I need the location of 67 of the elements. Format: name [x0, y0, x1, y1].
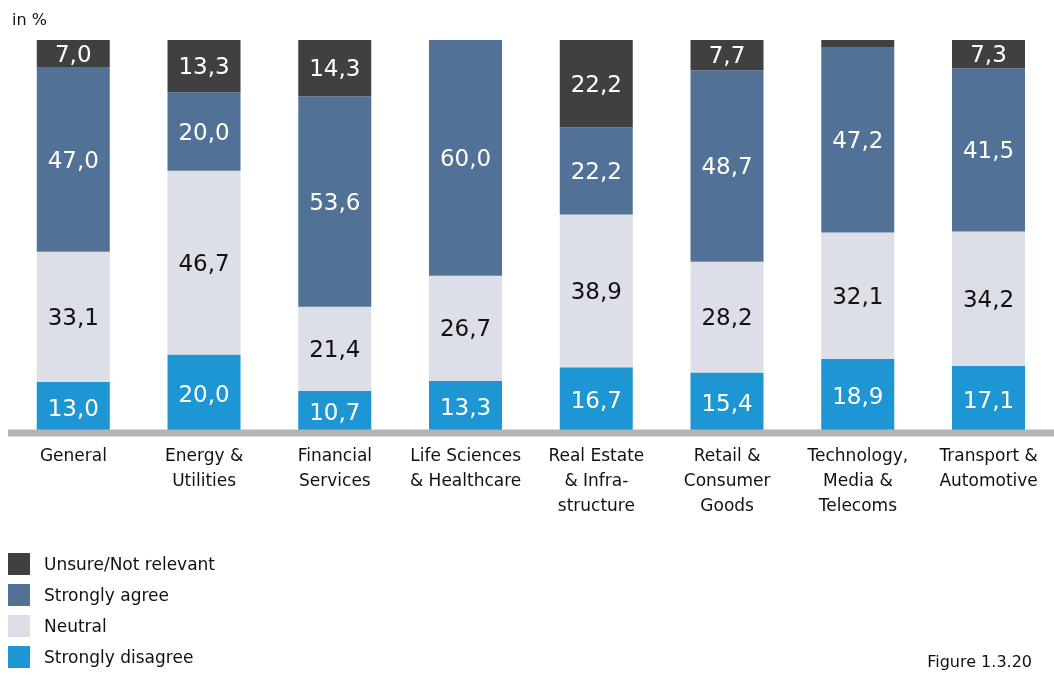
legend-label: Strongly agree	[44, 585, 169, 605]
bar	[690, 261, 764, 373]
bar	[952, 365, 1026, 433]
y-axis-title: in %	[12, 10, 47, 29]
data-label: 41,5	[962, 137, 1015, 164]
data-label: 17,1	[962, 386, 1015, 413]
bar	[821, 232, 895, 359]
data-label: 48,7	[701, 153, 753, 180]
bar	[167, 170, 241, 355]
bar	[36, 251, 110, 382]
data-label: 38,9	[570, 278, 622, 305]
bar	[167, 40, 241, 93]
data-label: 15,4	[701, 389, 753, 416]
data-label: 33,1	[47, 304, 99, 331]
bar	[821, 40, 895, 48]
x-tick-label: General	[39, 445, 107, 465]
bar	[36, 67, 110, 252]
data-label: 20,0	[178, 380, 230, 407]
data-label: 7,7	[708, 42, 746, 69]
bar	[429, 40, 503, 276]
x-tick-label: Life Sciences & Healthcare	[409, 445, 522, 490]
data-label: 14,3	[309, 55, 361, 82]
data-label: 28,2	[701, 304, 753, 331]
bar	[559, 127, 633, 215]
x-tick-label: Financial Services	[297, 445, 373, 490]
caption: Figure 1.3.20	[927, 652, 1032, 671]
data-label: 16,7	[570, 387, 622, 414]
data-label: 22,2	[570, 158, 622, 185]
data-label: 47,0	[47, 146, 99, 173]
data-label: 26,7	[439, 315, 492, 342]
data-label: 18,9	[832, 383, 884, 410]
bar	[167, 92, 241, 171]
bar	[298, 96, 372, 307]
bar	[690, 70, 764, 262]
data-label: 20,0	[178, 118, 230, 145]
bar	[559, 214, 633, 368]
data-label: 10,7	[309, 399, 361, 426]
legend-label: Unsure/Not relevant	[44, 554, 216, 574]
data-label: 13,3	[178, 53, 230, 80]
data-label: 13,3	[439, 394, 492, 421]
x-tick-label: Transport & Automotive	[938, 445, 1038, 490]
bar	[952, 68, 1026, 232]
bar	[559, 40, 633, 128]
bar	[821, 47, 895, 233]
data-label: 60,0	[439, 145, 492, 172]
x-tick-label: Technology, Media & Telecoms	[806, 445, 909, 515]
data-label: 7,0	[54, 40, 92, 67]
x-tick-label: Retail & Consumer Goods	[683, 445, 771, 515]
legend-label: Strongly disagree	[44, 647, 194, 667]
data-label: 47,2	[832, 126, 884, 153]
data-label: 46,7	[178, 249, 230, 276]
data-label: 53,6	[309, 188, 361, 215]
data-label: 32,1	[832, 282, 884, 309]
x-tick-label: Real Estate & Infra- structure	[548, 445, 645, 515]
bar	[429, 275, 503, 381]
bar	[167, 354, 241, 433]
x-tick-label: Energy & Utilities	[165, 445, 244, 490]
data-label: 7,3	[970, 41, 1007, 68]
bar	[298, 40, 372, 97]
legend-label: Neutral	[44, 616, 107, 636]
bar	[690, 40, 764, 71]
data-label: 21,4	[309, 336, 361, 363]
bar	[298, 306, 372, 391]
data-label: 34,2	[962, 285, 1015, 312]
bar	[952, 231, 1026, 366]
data-label: 22,2	[570, 70, 622, 97]
data-label: 13,0	[47, 394, 99, 421]
